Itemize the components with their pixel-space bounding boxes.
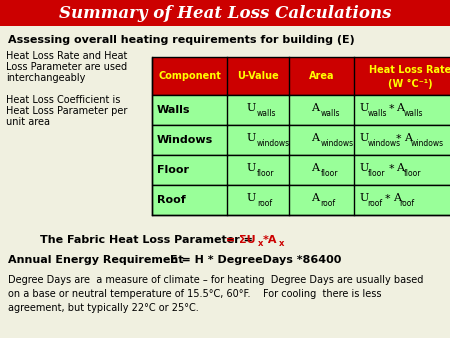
Text: A: A: [311, 193, 320, 203]
Text: interchangeably: interchangeably: [6, 73, 85, 83]
Text: *: *: [385, 194, 390, 204]
Bar: [0, 0, 450, 26]
Text: floor: floor: [257, 169, 274, 177]
Text: Heat Loss Coefficient is: Heat Loss Coefficient is: [6, 95, 121, 105]
Text: U: U: [360, 133, 369, 143]
Text: agreement, but typically 22°C or 25°C.: agreement, but typically 22°C or 25°C.: [8, 303, 199, 313]
Text: Walls: Walls: [157, 105, 190, 115]
Bar: [152, 125, 450, 155]
Text: floor: floor: [368, 169, 385, 177]
Text: walls: walls: [320, 108, 340, 118]
Text: windows: windows: [368, 139, 400, 147]
Text: A: A: [396, 103, 405, 113]
Text: A: A: [404, 133, 412, 143]
Text: windows: windows: [320, 139, 354, 147]
Text: *: *: [396, 134, 402, 144]
Text: walls: walls: [368, 108, 387, 118]
Text: roof: roof: [320, 198, 336, 208]
Text: walls: walls: [257, 108, 276, 118]
Text: U: U: [247, 163, 256, 173]
Text: x: x: [258, 240, 263, 248]
Bar: [152, 57, 450, 95]
Text: roof: roof: [257, 198, 272, 208]
Text: Floor: Floor: [157, 165, 189, 175]
Text: Annual Energy Requirement: Annual Energy Requirement: [8, 255, 184, 265]
Text: Component: Component: [158, 71, 221, 81]
Text: U: U: [360, 163, 369, 173]
Text: Area: Area: [309, 71, 334, 81]
Text: U: U: [247, 103, 256, 113]
Text: A: A: [396, 163, 405, 173]
Text: U: U: [247, 193, 256, 203]
Text: Roof: Roof: [157, 195, 186, 205]
Text: U: U: [360, 103, 369, 113]
Text: unit area: unit area: [6, 117, 50, 127]
Text: *: *: [388, 164, 394, 174]
Text: A: A: [311, 133, 320, 143]
Text: windows: windows: [257, 139, 290, 147]
Text: The Fabric Heat Loss Parameter =: The Fabric Heat Loss Parameter =: [40, 235, 253, 245]
Text: A: A: [311, 103, 320, 113]
Text: Heat Loss Parameter per: Heat Loss Parameter per: [6, 106, 127, 116]
Text: (W °C⁻¹): (W °C⁻¹): [388, 79, 432, 89]
Text: A: A: [393, 193, 401, 203]
Bar: [152, 95, 450, 125]
Bar: [152, 185, 450, 215]
Text: floor: floor: [320, 169, 338, 177]
Text: E = H * DegreeDays *86400: E = H * DegreeDays *86400: [170, 255, 342, 265]
Text: A: A: [311, 163, 320, 173]
Text: Loss Parameter are used: Loss Parameter are used: [6, 62, 127, 72]
Text: Degree Days are  a measure of climate – for heating  Degree Days are usually bas: Degree Days are a measure of climate – f…: [8, 275, 423, 285]
Text: Heat Loss Rate: Heat Loss Rate: [369, 65, 450, 75]
Bar: [152, 155, 450, 185]
Text: *: *: [388, 104, 394, 114]
Text: roof: roof: [400, 198, 415, 208]
Text: U: U: [360, 193, 369, 203]
Text: x: x: [279, 240, 284, 248]
Text: U-Value: U-Value: [237, 71, 279, 81]
Text: windows: windows: [411, 139, 444, 147]
Text: Assessing overall heating requirements for building (E): Assessing overall heating requirements f…: [8, 35, 355, 45]
Text: Windows: Windows: [157, 135, 213, 145]
Text: roof: roof: [368, 198, 382, 208]
Text: walls: walls: [404, 108, 423, 118]
Text: *A: *A: [263, 235, 278, 245]
Text: on a base or neutral temperature of 15.5°C, 60°F.    For cooling  there is less: on a base or neutral temperature of 15.5…: [8, 289, 382, 299]
Text: = ΣU: = ΣU: [222, 235, 256, 245]
Text: Heat Loss Rate and Heat: Heat Loss Rate and Heat: [6, 51, 127, 61]
Text: floor: floor: [404, 169, 421, 177]
Text: U: U: [247, 133, 256, 143]
Text: Summary of Heat Loss Calculations: Summary of Heat Loss Calculations: [59, 4, 391, 22]
